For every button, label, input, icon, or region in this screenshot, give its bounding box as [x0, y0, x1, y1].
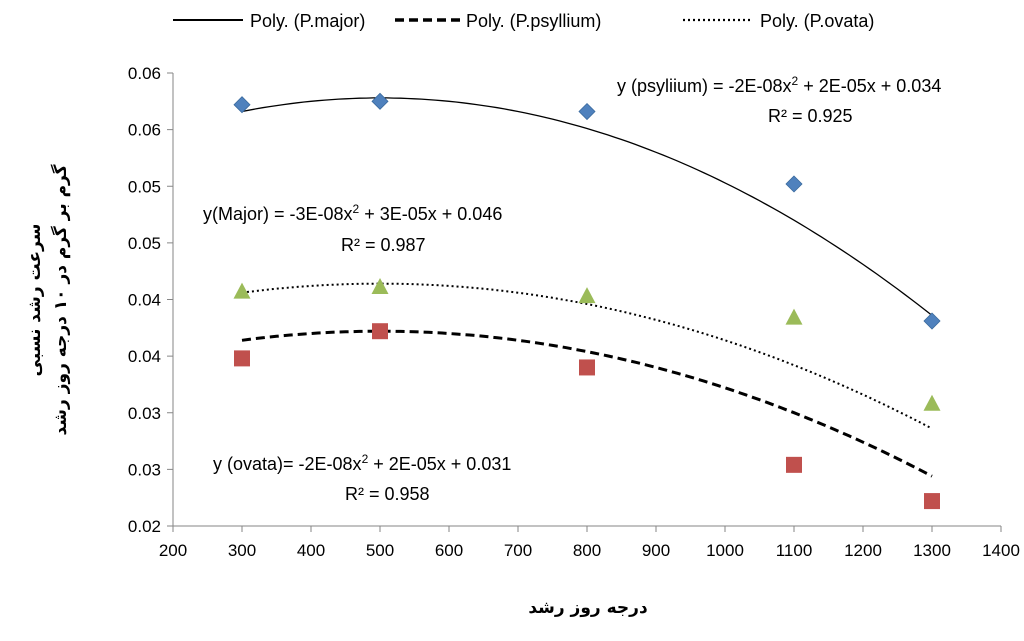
- y-axis-title-line2: گرم بر گرم در ۱۰ درجه روز رشد: [50, 164, 71, 435]
- x-tick-label: 900: [642, 541, 670, 560]
- y-tick-label: 0.03: [128, 404, 161, 423]
- x-tick-label: 600: [435, 541, 463, 560]
- y-tick-label: 0.02: [128, 517, 161, 536]
- y-tick-label: 0.06: [128, 121, 161, 140]
- marker-psyllium: [924, 493, 940, 510]
- marker-ovata: [371, 278, 389, 295]
- x-ticks: 200 300 400 500 600 700 800 900 1000 1100 1200 1300…: [159, 526, 1020, 560]
- y-tick-label: 0.06: [128, 64, 161, 83]
- equation-major-r2: R² = 0.987: [341, 235, 426, 255]
- x-tick-label: 1300: [913, 541, 951, 560]
- legend-item-psyllium: Poly. (P.psyllium): [395, 11, 601, 31]
- x-tick-label: 200: [159, 541, 187, 560]
- equation-psyllium-line1: y (psyliium) = -2E-08x2 + 2E-05x + 0.034: [617, 74, 941, 96]
- y-tick-label: 0.03: [128, 460, 161, 479]
- axes: 200 300 400 500 600 700 800 900 1000 1100 1200 1300…: [128, 64, 1020, 560]
- x-tick-label: 300: [228, 541, 256, 560]
- equation-major: y(Major) = -3E-08x2 + 3E-05x + 0.046 R² …: [203, 202, 502, 255]
- x-tick-label: 500: [366, 541, 394, 560]
- trendline-ovata: [241, 282, 933, 430]
- trendline-major: [241, 97, 933, 316]
- marker-major: [785, 175, 803, 193]
- legend-label-psyllium: Poly. (P.psyllium): [466, 11, 601, 31]
- x-tick-label: 400: [297, 541, 325, 560]
- marker-major: [923, 312, 941, 330]
- equation-ovata-line1: y (ovata)= -2E-08x2 + 2E-05x + 0.031: [213, 452, 511, 474]
- legend-label-major: Poly. (P.major): [250, 11, 365, 31]
- marker-major: [233, 96, 251, 114]
- marker-psyllium: [786, 456, 802, 473]
- x-tick-label: 1100: [776, 541, 813, 560]
- legend-item-major: Poly. (P.major): [173, 11, 365, 31]
- y-ticks: 0.02 0.03 0.03 0.04 0.04 0.05 0.05 0.06 0.06: [128, 64, 173, 536]
- x-tick-label: 1400: [982, 541, 1020, 560]
- y-tick-label: 0.04: [128, 347, 161, 366]
- marker-ovata: [578, 287, 596, 304]
- x-tick-label: 1000: [706, 541, 744, 560]
- marker-psyllium: [234, 350, 250, 367]
- marker-ovata: [233, 282, 251, 299]
- markers: [233, 92, 941, 510]
- x-axis-title: درجه روز رشد: [528, 598, 648, 618]
- equation-ovata: y (ovata)= -2E-08x2 + 2E-05x + 0.031 R² …: [213, 452, 511, 504]
- trendlines: [241, 97, 933, 478]
- equation-major-line1: y(Major) = -3E-08x2 + 3E-05x + 0.046: [203, 202, 502, 224]
- equation-psyllium: y (psyliium) = -2E-08x2 + 2E-05x + 0.034…: [617, 74, 941, 126]
- equation-ovata-r2: R² = 0.958: [345, 484, 430, 504]
- legend: Poly. (P.major) Poly. (P.psyllium) Poly.…: [173, 11, 874, 31]
- y-axis-title-line1: سرعت رشد نسبی: [25, 224, 45, 377]
- marker-psyllium: [579, 359, 595, 376]
- y-tick-label: 0.04: [128, 291, 161, 310]
- x-tick-label: 1200: [844, 541, 882, 560]
- y-tick-label: 0.05: [128, 234, 161, 253]
- x-tick-label: 800: [573, 541, 601, 560]
- trendline-psyllium: [241, 329, 933, 478]
- legend-item-ovata: Poly. (P.ovata): [683, 11, 874, 31]
- x-tick-label: 700: [504, 541, 532, 560]
- equation-psyllium-r2: R² = 0.925: [768, 106, 853, 126]
- marker-major: [578, 102, 596, 121]
- legend-label-ovata: Poly. (P.ovata): [760, 11, 874, 31]
- marker-major: [371, 92, 389, 110]
- y-tick-label: 0.05: [128, 177, 161, 196]
- marker-psyllium: [372, 323, 388, 340]
- marker-ovata: [785, 308, 803, 325]
- marker-ovata: [923, 394, 941, 411]
